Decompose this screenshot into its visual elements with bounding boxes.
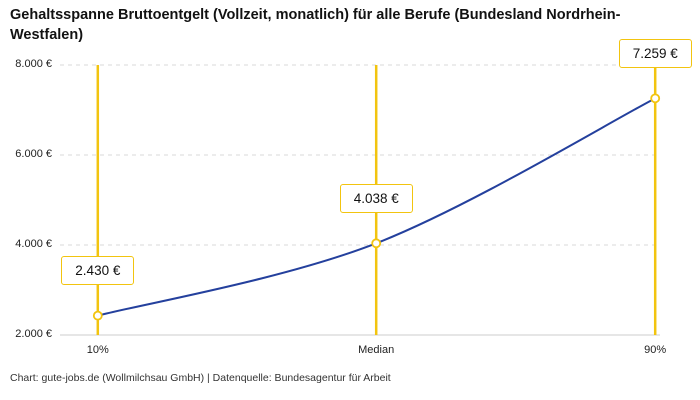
x-axis-label: 90% <box>644 344 667 356</box>
page-title: Gehaltsspanne Bruttoentgelt (Vollzeit, m… <box>10 7 621 43</box>
attribution-footer: Chart: gute-jobs.de (Wollmilchsau GmbH) … <box>10 372 391 384</box>
value-label-badge: 7.259 € <box>618 38 692 68</box>
data-point-marker <box>92 310 103 321</box>
y-axis-label: 6.000 € <box>15 148 52 160</box>
y-axis-label: 2.000 € <box>15 328 52 340</box>
x-axis-label: 10% <box>86 344 109 356</box>
data-point-marker <box>371 238 382 249</box>
y-axis-label: 4.000 € <box>15 238 52 250</box>
data-point-marker <box>650 93 661 104</box>
value-label-badge: 2.430 € <box>61 256 135 286</box>
y-axis-label: 8.000 € <box>15 58 52 70</box>
value-label-badge: 4.038 € <box>339 183 413 213</box>
x-axis-label: Median <box>358 344 395 356</box>
